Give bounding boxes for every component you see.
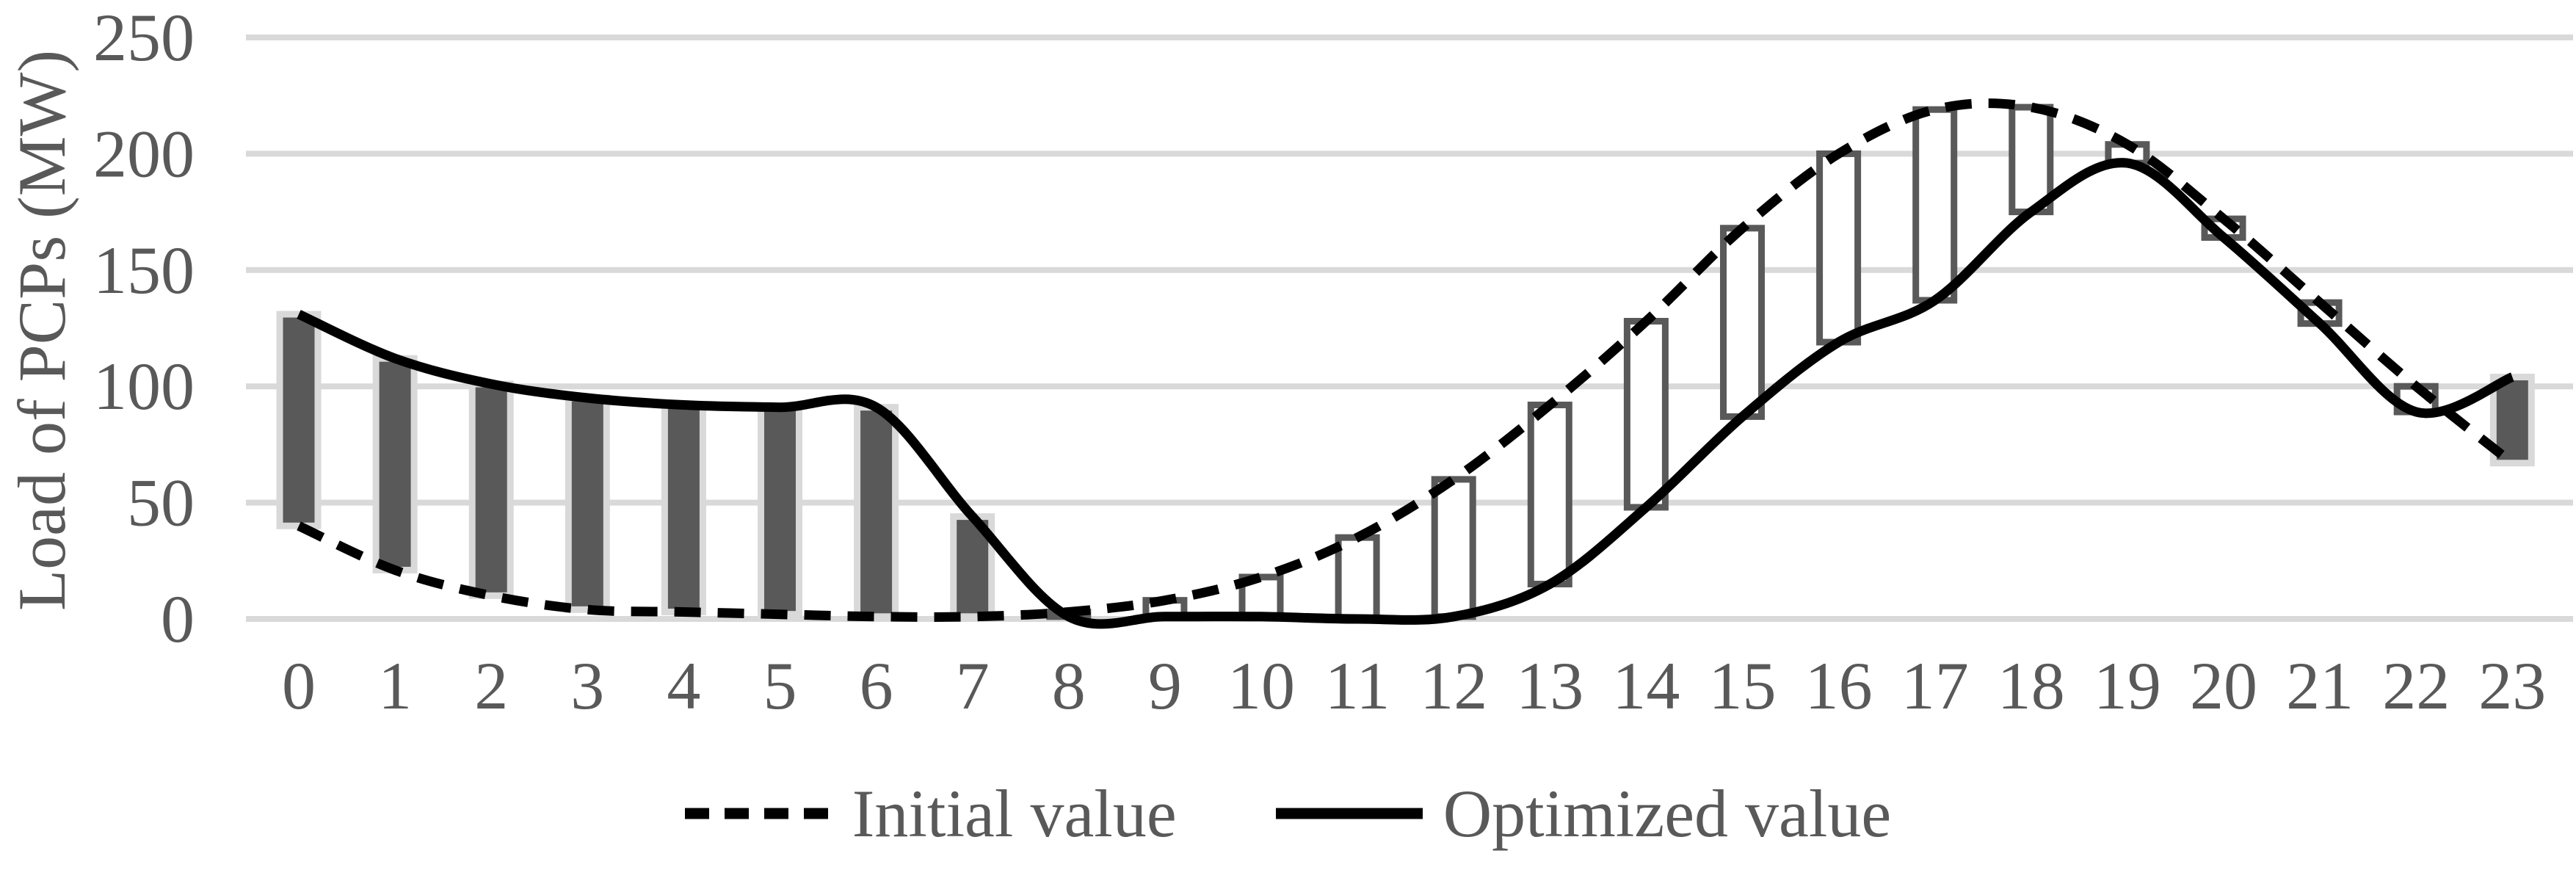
updown-bar-white bbox=[1623, 317, 1669, 511]
legend-label-initial: Initial value bbox=[852, 776, 1177, 851]
updown-bar-dark bbox=[758, 404, 802, 618]
gridlines bbox=[246, 35, 2573, 622]
x-tick-label: 2 bbox=[474, 648, 508, 723]
updown-bar-dark bbox=[372, 355, 418, 573]
x-tick-label: 10 bbox=[1227, 648, 1295, 723]
updown-bar-dark bbox=[661, 402, 706, 615]
x-tick-label: 18 bbox=[1998, 648, 2065, 723]
x-tick-label: 0 bbox=[282, 648, 316, 723]
y-tick-label: 100 bbox=[93, 349, 195, 424]
x-tick-label: 23 bbox=[2478, 648, 2546, 723]
x-tick-label: 4 bbox=[667, 648, 700, 723]
x-tick-label: 13 bbox=[1516, 648, 1583, 723]
updown-bars bbox=[276, 104, 2535, 623]
x-tick-label: 20 bbox=[2190, 648, 2257, 723]
initial-value-line bbox=[297, 98, 2516, 622]
updown-bar-dark bbox=[565, 394, 610, 613]
x-tick-label: 21 bbox=[2286, 648, 2354, 723]
legend-item-initial: Initial value bbox=[684, 776, 1177, 851]
x-tick-label: 8 bbox=[1052, 648, 1086, 723]
updown-bar-white bbox=[1816, 150, 1862, 346]
updown-bar-dark bbox=[468, 380, 514, 599]
optimized-value-line bbox=[297, 158, 2514, 629]
dashed-line-swatch bbox=[684, 808, 832, 819]
x-tick-label: 11 bbox=[1325, 648, 1390, 723]
x-tick-label: 15 bbox=[1709, 648, 1777, 723]
updown-bar-dark bbox=[854, 404, 899, 620]
x-tick-label: 5 bbox=[763, 648, 797, 723]
y-tick-label: 200 bbox=[93, 116, 195, 191]
legend-label-optimized: Optimized value bbox=[1443, 776, 1892, 851]
updown-bar-white bbox=[1238, 573, 1284, 620]
x-tick-label: 12 bbox=[1420, 648, 1487, 723]
x-tick-label: 14 bbox=[1612, 648, 1680, 723]
x-tick-label: 22 bbox=[2382, 648, 2450, 723]
x-tick-label: 19 bbox=[2094, 648, 2161, 723]
x-tick-label: 6 bbox=[860, 648, 893, 723]
y-tick-label: 150 bbox=[93, 233, 195, 308]
x-tick-label: 16 bbox=[1805, 648, 1873, 723]
legend: Initial value Optimized value bbox=[0, 780, 2576, 847]
y-tick-label: 250 bbox=[93, 0, 195, 75]
updown-bar-white bbox=[1431, 476, 1476, 620]
x-tick-label: 7 bbox=[956, 648, 990, 723]
y-tick-label: 0 bbox=[161, 581, 195, 656]
x-tick-label: 17 bbox=[1901, 648, 1969, 723]
y-tick-label: 50 bbox=[127, 465, 195, 540]
x-tick-label: 1 bbox=[378, 648, 412, 723]
x-tick-label: 3 bbox=[570, 648, 604, 723]
updown-bar-white bbox=[1335, 534, 1380, 623]
x-tick-label: 9 bbox=[1148, 648, 1182, 723]
updown-bar-dark bbox=[276, 311, 322, 529]
updown-bar-white bbox=[1912, 106, 1958, 304]
x-axis-tick-labels: 0 1 2 3 4 5 6 7 8 9 10 11 12 13 14 15 16 17 18 19 20 21 22 23 bbox=[282, 648, 2546, 723]
updown-bar-white bbox=[1527, 402, 1572, 587]
y-axis-tick-labels: 0 50 100 150 200 250 bbox=[93, 0, 195, 656]
updown-bar-white bbox=[1720, 225, 1765, 420]
legend-item-optimized: Optimized value bbox=[1275, 776, 1892, 851]
solid-line-swatch bbox=[1275, 808, 1423, 819]
